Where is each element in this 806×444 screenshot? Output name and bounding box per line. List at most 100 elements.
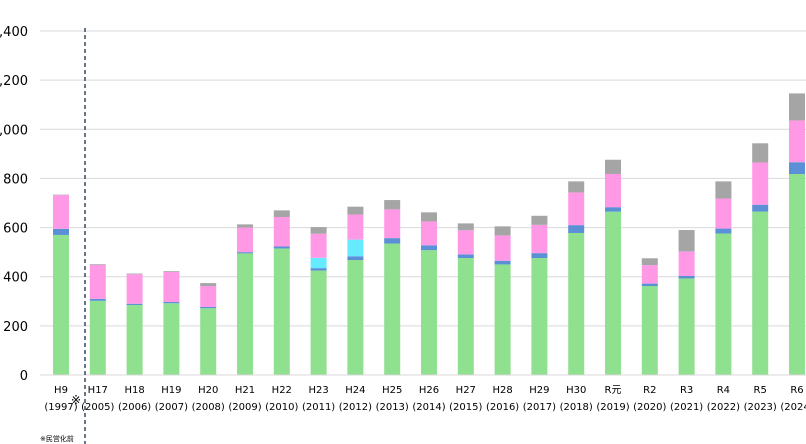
- x-tick-label: H30: [566, 385, 586, 396]
- bar-segment-series-gray: [421, 212, 437, 222]
- x-axis: H9 (1997) H17 (2005) H18 (2006) H19 (2007) H20 (2…: [44, 385, 806, 413]
- x-tick-label: H24: [345, 385, 365, 396]
- bar-segment-series-gray: [457, 223, 474, 231]
- y-tick-label: ,000: [0, 123, 28, 138]
- bar-segment-series-green: [53, 234, 69, 375]
- bar-segment-series-green: [605, 211, 621, 375]
- bar-segment-series-pink: [715, 198, 732, 229]
- x-tick-label: H28: [492, 385, 512, 396]
- x-tick-label: H25: [382, 385, 402, 396]
- x-tick-year-label: (2024): [780, 402, 806, 413]
- x-tick-label: R元: [605, 385, 622, 396]
- bar-segment-series-pink: [457, 230, 474, 255]
- x-tick-year-label: (2016): [486, 402, 519, 413]
- bar-segment-series-pink: [494, 235, 511, 261]
- bar-segment-series-blue: [310, 268, 327, 271]
- bar-segment-series-blue: [457, 254, 474, 259]
- bar-segment-series-gray: [163, 271, 180, 272]
- x-tick-label: H27: [456, 385, 476, 396]
- bar-segment-series-green: [126, 304, 143, 375]
- bar-segment-series-green: [384, 243, 401, 375]
- x-tick-year-label: (2019): [596, 402, 629, 413]
- y-tick-label: 600: [3, 222, 28, 237]
- y-tick-label: ,400: [0, 25, 28, 40]
- bar-segment-series-green: [89, 300, 106, 375]
- bar-segment-series-pink: [605, 174, 621, 208]
- x-tick-year-label: (2023): [744, 402, 777, 413]
- bar-segment-series-blue: [568, 225, 585, 233]
- bar-segment-series-gray: [310, 227, 327, 234]
- bar-segment-series-blue: [347, 256, 364, 261]
- x-tick-label: H9: [54, 385, 68, 396]
- x-tick-label: H21: [235, 385, 255, 396]
- x-tick-label: R2: [643, 385, 656, 396]
- x-tick-year-label: (2012): [339, 402, 372, 413]
- x-tick-label: H17: [88, 385, 108, 396]
- footnote-label: ※民営化前: [40, 434, 74, 443]
- x-tick-year-label: (2017): [523, 402, 556, 413]
- x-tick-label: R4: [717, 385, 730, 396]
- y-tick-label: 0: [20, 369, 28, 384]
- bar-segment-series-pink: [678, 251, 695, 276]
- bar-segment-series-blue: [715, 228, 732, 234]
- bar-segment-series-green: [752, 211, 769, 375]
- bar-segment-series-green: [641, 286, 658, 375]
- bar-segment-series-gray: [789, 93, 805, 121]
- x-tick-year-label: (2021): [670, 402, 703, 413]
- era-divider-mark: ※: [71, 393, 81, 407]
- y-tick-label: 200: [3, 320, 28, 335]
- bar-segment-series-gray: [494, 226, 511, 236]
- bar-segment-series-pink: [89, 264, 106, 299]
- bar-segment-series-blue: [605, 207, 621, 212]
- x-tick-label: R3: [680, 385, 693, 396]
- x-tick-year-label: (2020): [633, 402, 666, 413]
- bar-segment-series-green: [421, 250, 437, 375]
- bar-segment-series-green: [310, 270, 327, 375]
- bar-segment-series-gray: [384, 200, 401, 210]
- bar-segment-series-gray: [568, 181, 585, 193]
- bar-segment-series-green: [531, 258, 548, 375]
- bar-segment-series-blue: [126, 303, 143, 305]
- y-tick-label: ,200: [0, 74, 28, 89]
- bar-segment-series-blue: [273, 246, 290, 249]
- x-tick-year-label: (2018): [560, 402, 593, 413]
- bar-segment-series-blue: [678, 275, 695, 279]
- bar-segment-series-cyan: [310, 257, 327, 269]
- bar-segment-series-pink: [531, 224, 548, 254]
- bar-segment-series-blue: [163, 302, 180, 304]
- bar-segment-series-gray: [605, 159, 621, 175]
- bar-segment-series-blue: [384, 238, 401, 244]
- x-tick-label: H26: [419, 385, 439, 396]
- bar-segment-series-pink: [310, 233, 327, 258]
- bar-segment-series-gray: [641, 258, 658, 266]
- bar-segment-series-blue: [53, 228, 69, 235]
- x-tick-year-label: (2013): [376, 402, 409, 413]
- bar-segment-series-pink: [126, 274, 143, 304]
- x-tick-label: H18: [124, 385, 144, 396]
- bar-segment-series-gray: [752, 143, 769, 163]
- x-tick-year-label: (2015): [449, 402, 482, 413]
- bar-segment-series-pink: [384, 209, 401, 239]
- x-tick-year-label: (2011): [302, 402, 335, 413]
- bar-segment-series-green: [494, 264, 511, 375]
- bar-segment-series-pink: [347, 214, 364, 240]
- bar-segment-series-gray: [237, 224, 253, 228]
- bar-segment-series-gray: [715, 181, 732, 199]
- bar-segment-series-blue: [789, 162, 805, 175]
- x-tick-year-label: (2009): [228, 402, 261, 413]
- bar-segment-series-pink: [163, 271, 180, 303]
- x-tick-label: H23: [308, 385, 328, 396]
- bar-segment-series-blue: [531, 253, 548, 259]
- bar-segment-series-gray: [200, 283, 217, 287]
- bars: [53, 93, 805, 375]
- bar-segment-series-gray: [126, 273, 143, 275]
- bar-segment-series-green: [273, 248, 290, 375]
- bar-segment-series-blue: [200, 306, 217, 309]
- bar-segment-series-pink: [53, 195, 69, 229]
- bar-segment-series-green: [237, 253, 253, 375]
- bar-segment-series-blue: [421, 245, 437, 251]
- bar-segment-series-pink: [641, 265, 658, 284]
- y-axis: 0 200 400 600 800 ,000 ,200 ,400: [0, 25, 28, 384]
- x-tick-year-label: (2007): [155, 402, 188, 413]
